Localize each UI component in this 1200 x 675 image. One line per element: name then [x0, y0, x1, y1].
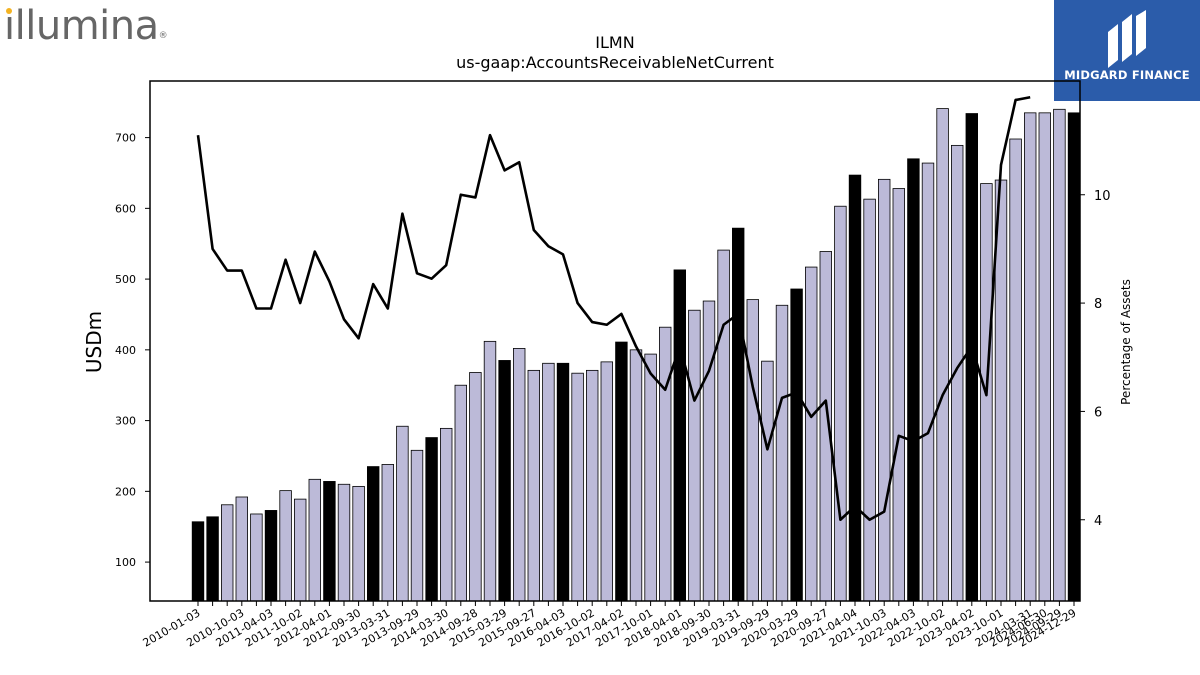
bar — [615, 341, 628, 602]
bar — [1024, 112, 1037, 602]
bar — [571, 372, 584, 602]
bar — [235, 496, 249, 602]
bar — [805, 266, 818, 602]
x-axis: 2010-01-032010-10-032011-04-032011-10-02… — [141, 601, 1079, 650]
bar — [936, 108, 949, 602]
bar — [469, 372, 482, 602]
bar — [439, 427, 453, 602]
bar — [732, 227, 745, 602]
bar — [863, 198, 876, 602]
bar — [659, 326, 672, 602]
bar — [1038, 112, 1052, 602]
y2-axis-label: Percentage of Assets — [1119, 279, 1133, 405]
bar — [293, 498, 307, 602]
bar — [454, 384, 468, 602]
bar — [702, 300, 716, 602]
bar — [586, 369, 599, 602]
y-tick-label: 700 — [115, 132, 136, 145]
bar — [352, 485, 365, 602]
publisher-logo-icon — [1108, 10, 1146, 68]
bar — [323, 481, 336, 602]
bar — [1067, 112, 1081, 602]
bar — [848, 174, 862, 602]
bar — [279, 490, 292, 602]
bar — [775, 304, 789, 602]
bar — [717, 249, 730, 602]
y-tick-label: 400 — [115, 344, 136, 357]
bar — [206, 516, 219, 602]
bar — [556, 362, 570, 602]
y2-axis: 4 6 8 10 — [1080, 189, 1111, 529]
bar-group — [191, 108, 1081, 602]
bar — [308, 478, 322, 602]
bar — [790, 288, 803, 602]
y-tick-label: 300 — [115, 415, 136, 428]
y-tick-label: 200 — [115, 485, 136, 498]
bar — [673, 269, 687, 602]
y-axis-label: USDm — [82, 311, 106, 373]
bar — [921, 162, 935, 602]
bar — [425, 437, 438, 602]
bar — [629, 349, 643, 602]
line-group — [196, 95, 1031, 522]
bar — [498, 360, 511, 602]
bar — [761, 360, 774, 602]
bar — [410, 449, 424, 602]
publisher-name: MIDGARD FINANCE — [1064, 68, 1190, 82]
chart-subtitle: us-gaap:AccountsReceivableNetCurrent — [456, 53, 774, 72]
bar — [644, 353, 657, 602]
bar — [220, 504, 234, 602]
bar — [688, 309, 701, 602]
y-tick-label: 600 — [115, 202, 136, 215]
y-axis: 100 200 300 400 500 600 700 — [115, 132, 150, 569]
bar — [834, 205, 847, 602]
bar — [191, 521, 205, 602]
bar — [527, 369, 541, 602]
series-line — [196, 95, 1031, 522]
bar — [542, 362, 555, 602]
bar — [264, 510, 278, 602]
bar — [600, 361, 614, 602]
bar — [396, 425, 409, 602]
bar — [907, 158, 920, 602]
bar — [892, 188, 906, 602]
bar — [381, 464, 395, 602]
company-logo: ıllumina® — [4, 2, 168, 50]
y2-tick-label: 4 — [1094, 514, 1102, 529]
bar — [366, 466, 380, 602]
y2-tick-label: 8 — [1094, 297, 1102, 312]
y-tick-label: 500 — [115, 273, 136, 286]
bar — [1009, 138, 1022, 602]
company-logo-text: llumina — [14, 3, 160, 49]
plot-frame — [149, 80, 1081, 602]
bar — [513, 348, 526, 602]
publisher-badge: MIDGARD FINANCE — [1054, 0, 1200, 101]
y2-tick-label: 6 — [1094, 405, 1102, 420]
bar — [1053, 108, 1066, 602]
bar — [746, 299, 760, 602]
bar — [878, 178, 891, 602]
logo-dot-icon: ı — [4, 3, 15, 49]
y-tick-label: 100 — [115, 556, 136, 569]
registered-mark: ® — [158, 31, 168, 41]
chart-title: ILMN — [595, 33, 634, 52]
y2-tick-label: 10 — [1094, 189, 1111, 204]
bar — [483, 340, 497, 602]
bar — [250, 513, 263, 602]
bar — [337, 483, 351, 602]
